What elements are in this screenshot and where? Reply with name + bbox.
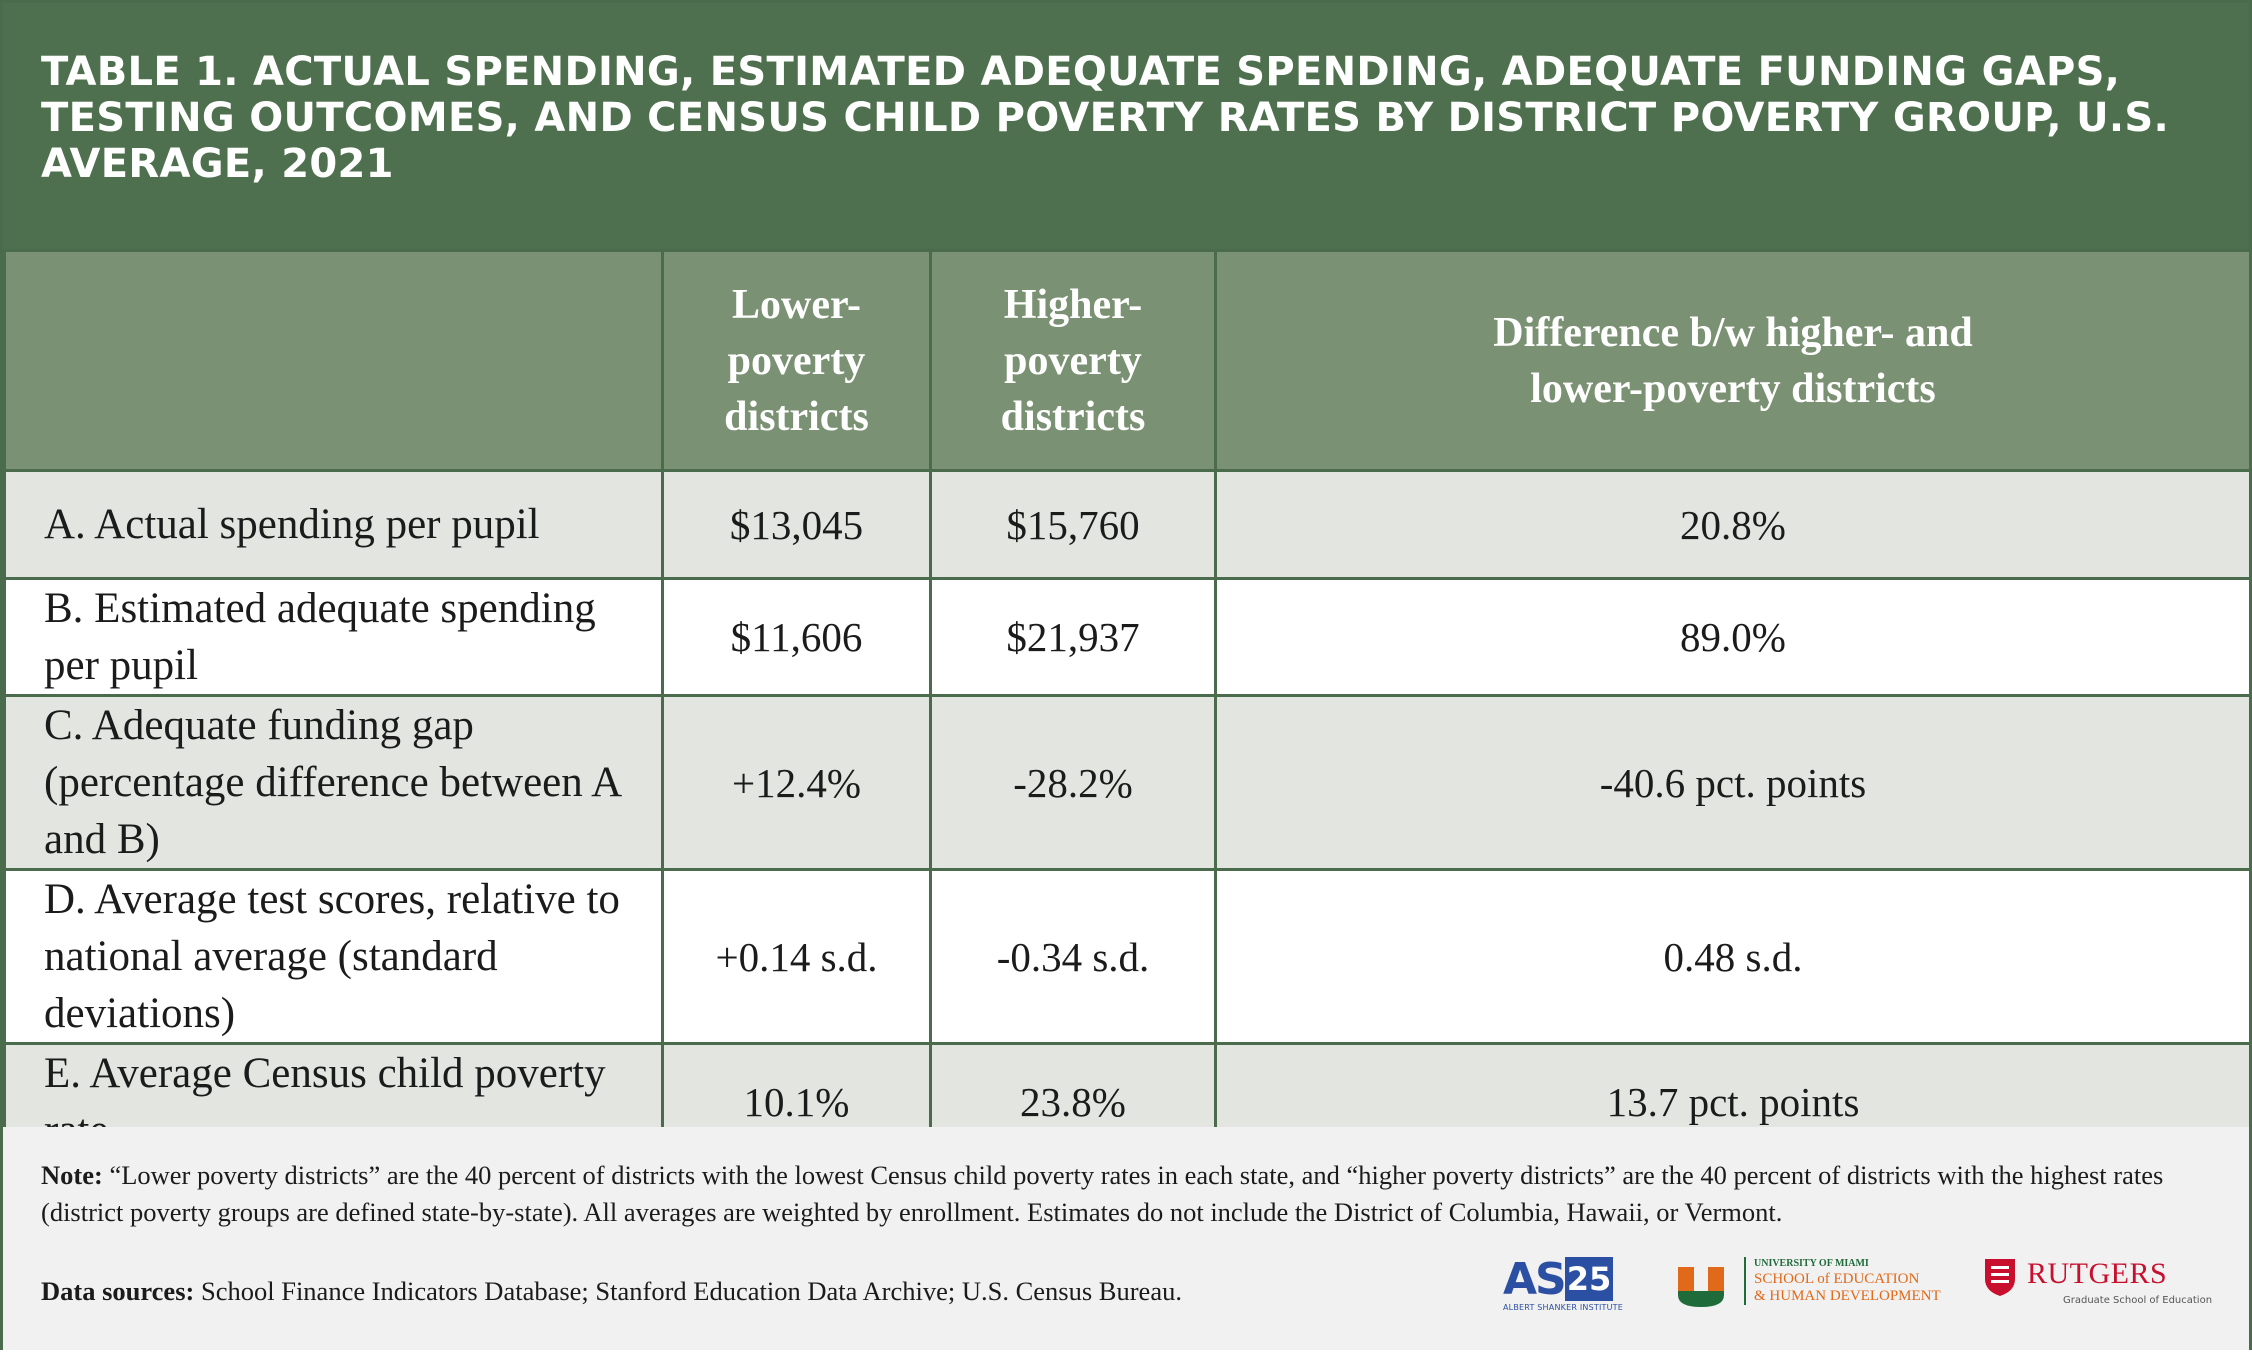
header-difference: Difference b/w higher- and lower-poverty… — [1214, 249, 2252, 472]
table-row: B. Estimated adequate spending per pupil… — [3, 577, 2252, 697]
lower-value: $11,606 — [661, 577, 932, 697]
data-table: Lower-poverty districts Higher-poverty d… — [3, 249, 2252, 1162]
lower-value: $13,045 — [661, 469, 932, 580]
miami-u-icon — [1678, 1267, 1724, 1307]
miami-line1: SCHOOL of EDUCATION — [1754, 1271, 1920, 1287]
header-lower-poverty: Lower-poverty districts — [661, 249, 932, 472]
higher-value: $15,760 — [929, 469, 1217, 580]
albert-shanker-institute-logo: ASI 25 ALBERT SHANKER INSTITUTE — [1503, 1257, 1633, 1327]
difference-value: -40.6 pct. points — [1214, 694, 2252, 871]
sources-body: School Finance Indicators Database; Stan… — [200, 1276, 1182, 1306]
row-label: B. Estimated adequate spending per pupil — [3, 577, 664, 697]
miami-text: UNIVERSITY OF MIAMI SCHOOL of EDUCATION … — [1744, 1257, 1941, 1305]
miami-line2: & HUMAN DEVELOPMENT — [1754, 1288, 1941, 1304]
table-row: D. Average test scores, relative to nati… — [3, 868, 2252, 1045]
table-row: A. Actual spending per pupil $13,045 $15… — [3, 469, 2252, 580]
header-row: Lower-poverty districts Higher-poverty d… — [3, 249, 2252, 472]
header-cell-empty — [3, 249, 664, 472]
note-label: Note: — [41, 1160, 103, 1190]
title-bar: TABLE 1. ACTUAL SPENDING, ESTIMATED ADEQ… — [3, 3, 2249, 249]
rutgers-shield-icon — [1985, 1259, 2015, 1296]
higher-value: $21,937 — [929, 577, 1217, 697]
data-sources: Data sources: School Finance Indicators … — [41, 1273, 1182, 1310]
row-label: D. Average test scores, relative to nati… — [3, 868, 664, 1045]
difference-value: 89.0% — [1214, 577, 2252, 697]
note-body: “Lower poverty districts” are the 40 per… — [41, 1160, 2164, 1227]
higher-value: -0.34 s.d. — [929, 868, 1217, 1045]
miami-top: UNIVERSITY OF MIAMI — [1754, 1258, 1869, 1269]
header-higher-poverty: Higher-poverty districts — [929, 249, 1217, 472]
sources-label: Data sources: — [41, 1276, 195, 1306]
row-label: C. Adequate funding gap (percentage diff… — [3, 694, 664, 871]
table-title: TABLE 1. ACTUAL SPENDING, ESTIMATED ADEQ… — [41, 49, 2170, 187]
university-of-miami-logo: UNIVERSITY OF MIAMI SCHOOL of EDUCATION … — [1678, 1257, 1968, 1327]
lower-value: +12.4% — [661, 694, 932, 871]
higher-value: -28.2% — [929, 694, 1217, 871]
lower-value: +0.14 s.d. — [661, 868, 932, 1045]
header-difference-label: Difference b/w higher- and lower-poverty… — [1493, 309, 1973, 412]
difference-value: 20.8% — [1214, 469, 2252, 580]
notes-section: Note: “Lower poverty districts” are the … — [3, 1127, 2249, 1350]
asi-name: ALBERT SHANKER INSTITUTE — [1503, 1303, 1623, 1312]
partner-logos: ASI 25 ALBERT SHANKER INSTITUTE UNIVERSI… — [1503, 1257, 2223, 1337]
rutgers-sub: Graduate School of Education — [2063, 1295, 2213, 1306]
rutgers-name: RUTGERS — [2027, 1257, 2168, 1290]
rutgers-logo: RUTGERS Graduate School of Education — [1983, 1257, 2223, 1327]
table-row: C. Adequate funding gap (percentage diff… — [3, 694, 2252, 871]
asi-anniversary-badge: 25 — [1565, 1257, 1613, 1301]
difference-value: 0.48 s.d. — [1214, 868, 2252, 1045]
row-label: A. Actual spending per pupil — [3, 469, 664, 580]
note-text: Note: “Lower poverty districts” are the … — [41, 1157, 2211, 1231]
